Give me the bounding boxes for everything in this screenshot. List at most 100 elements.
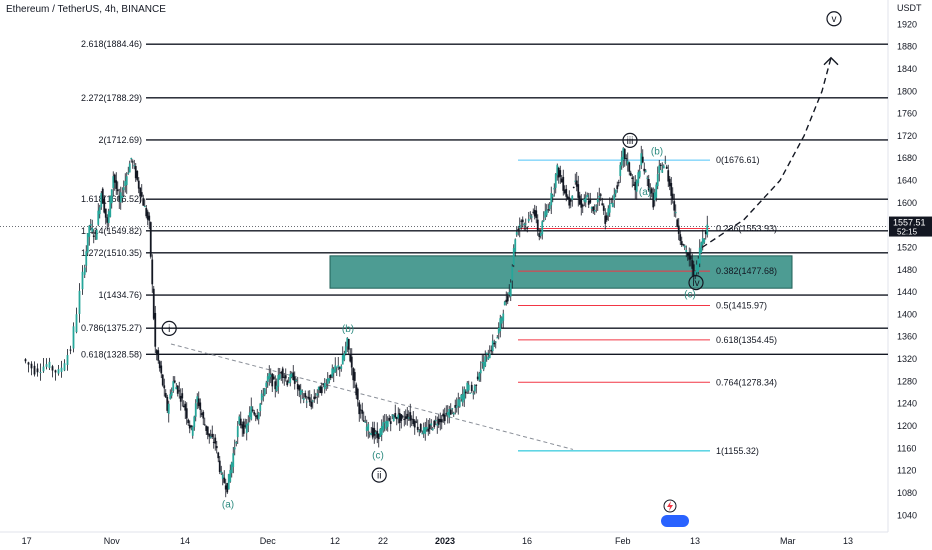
candle <box>641 156 644 163</box>
candle <box>184 403 187 411</box>
candle <box>296 384 299 390</box>
candle <box>407 417 410 419</box>
y-tick-label: 1080 <box>897 488 917 498</box>
y-tick-label: 1800 <box>897 86 917 96</box>
wave-label: v <box>832 14 837 25</box>
fib-extension-label: 1(1434.76) <box>98 290 142 300</box>
candle <box>39 371 42 373</box>
candle <box>346 337 349 347</box>
candle <box>455 405 458 408</box>
candle <box>563 189 566 194</box>
candle <box>98 207 101 215</box>
wave-label-circle <box>161 320 177 336</box>
candle <box>113 174 116 183</box>
candle <box>205 425 208 431</box>
price-badge-countdown: 52:15 <box>897 228 918 237</box>
candle <box>509 282 512 297</box>
candle <box>421 433 424 435</box>
candle <box>527 218 530 222</box>
candle <box>671 193 674 200</box>
candle <box>356 388 359 400</box>
candle <box>242 421 245 434</box>
candle <box>514 239 517 252</box>
candle <box>197 398 200 407</box>
candle <box>497 327 500 334</box>
fib-extension-label: 0.618(1328.58) <box>81 349 142 359</box>
y-tick-label: 1280 <box>897 376 917 386</box>
candle <box>313 396 316 400</box>
candle <box>437 418 440 425</box>
candle <box>526 227 529 229</box>
candle <box>340 366 343 369</box>
candle <box>592 206 595 212</box>
candle <box>350 356 353 368</box>
candle <box>245 423 248 434</box>
candle <box>382 422 385 431</box>
candle <box>440 419 443 423</box>
candle <box>400 414 403 421</box>
candle <box>602 205 605 211</box>
candle <box>280 372 283 374</box>
candle <box>436 423 439 426</box>
wave-label-circle <box>371 467 387 483</box>
candle <box>610 203 613 205</box>
candle <box>569 198 572 202</box>
candle <box>63 363 66 371</box>
candle <box>48 361 51 368</box>
candle <box>66 355 69 365</box>
candle <box>304 393 307 398</box>
candle <box>638 171 641 177</box>
fib-retracement-label: 0.382(1477.68) <box>716 266 777 276</box>
candle <box>443 414 446 422</box>
candle <box>51 366 54 371</box>
candle <box>320 386 323 394</box>
candle <box>695 264 698 273</box>
candle <box>419 424 422 432</box>
candle <box>178 390 181 392</box>
candle <box>493 342 496 345</box>
x-tick-label: 22 <box>378 536 388 546</box>
candle <box>371 427 374 438</box>
candle <box>677 225 680 234</box>
candle <box>167 403 170 414</box>
candle <box>653 192 656 201</box>
candle <box>116 189 119 192</box>
candle <box>634 181 637 191</box>
candle <box>284 375 287 379</box>
candle <box>244 425 247 427</box>
chart-title: Ethereum / TetherUS, 4h, BINANCE <box>6 4 166 15</box>
candle <box>434 420 437 422</box>
candle <box>511 266 514 281</box>
candle <box>566 196 569 199</box>
candle <box>57 369 60 374</box>
wave-label: (b) <box>651 146 663 157</box>
candle <box>704 231 707 235</box>
candle <box>415 421 418 423</box>
y-tick-label: 1520 <box>897 242 917 252</box>
candle <box>593 209 596 212</box>
events-icon[interactable] <box>661 515 689 527</box>
projection-arrow-head <box>823 56 839 66</box>
candle <box>337 365 340 368</box>
candle <box>325 385 328 387</box>
y-tick-label: 1200 <box>897 421 917 431</box>
candle <box>347 338 350 350</box>
candle <box>604 215 607 224</box>
candle <box>69 349 72 351</box>
candle <box>85 251 88 266</box>
candle <box>91 227 94 232</box>
candle <box>508 292 511 295</box>
candle <box>344 346 347 354</box>
candle <box>154 312 157 347</box>
candle <box>626 160 629 165</box>
candle <box>103 198 106 213</box>
candle <box>283 376 286 378</box>
candle <box>467 384 470 391</box>
candle <box>578 195 581 205</box>
candle <box>613 194 616 201</box>
candle <box>470 384 473 391</box>
candle <box>173 380 176 383</box>
candle <box>515 232 518 235</box>
candle <box>406 413 409 419</box>
